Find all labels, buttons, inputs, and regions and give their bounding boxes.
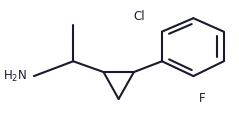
- Text: F: F: [199, 92, 206, 105]
- Text: Cl: Cl: [134, 10, 145, 23]
- Text: H$_2$N: H$_2$N: [3, 69, 27, 84]
